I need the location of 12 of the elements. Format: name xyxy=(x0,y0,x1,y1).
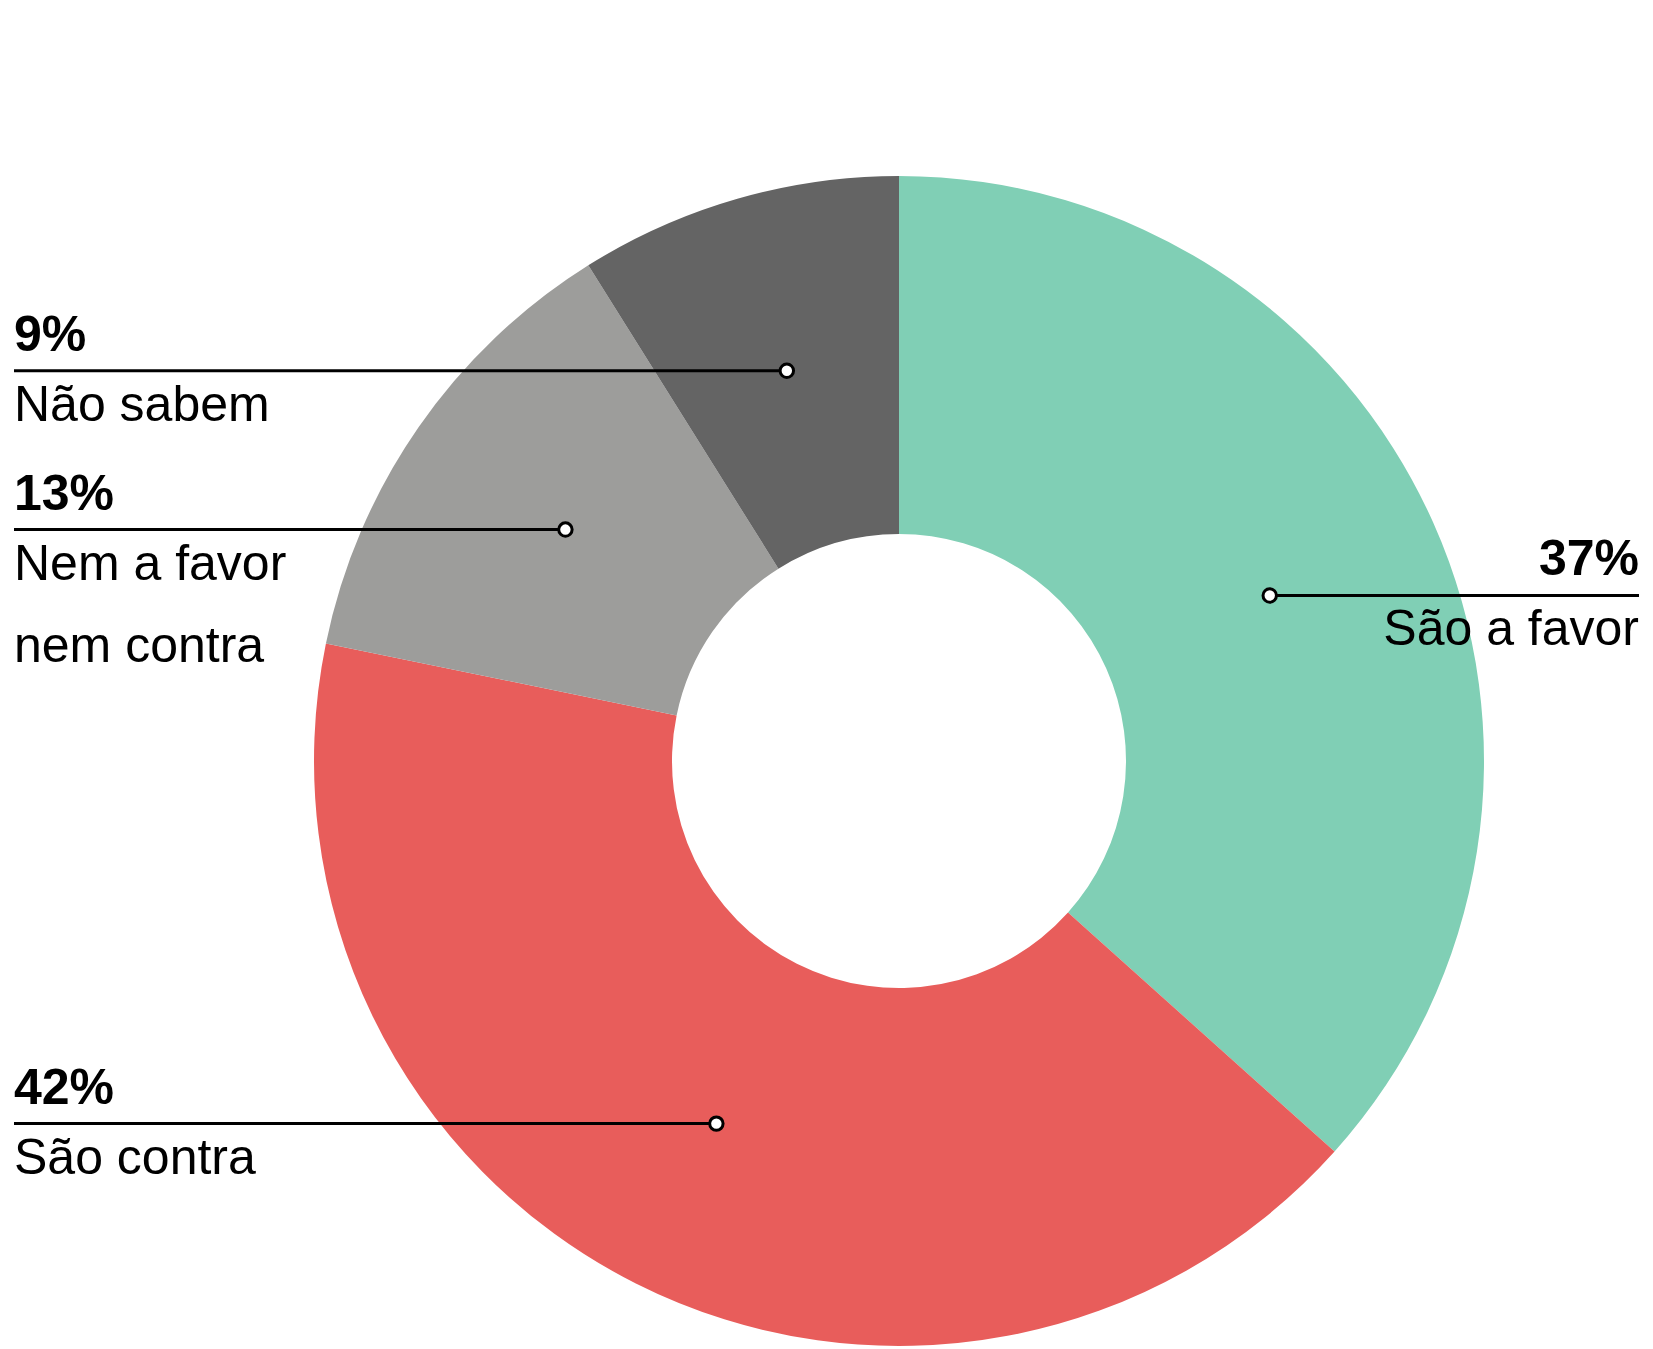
data-label: 37% xyxy=(1538,530,1639,587)
donut-slice xyxy=(588,176,899,569)
data-label: 9% xyxy=(14,305,87,362)
slice-label: São a favor xyxy=(1383,600,1639,657)
donut-slice xyxy=(325,265,779,716)
slice-label: Nem a favor nem contra xyxy=(14,534,287,673)
donut-slice xyxy=(314,643,1335,1346)
data-label: 13% xyxy=(14,464,115,521)
donut-slice xyxy=(899,176,1484,1152)
data-label: 42% xyxy=(14,1058,115,1115)
slice-label: Não sabem xyxy=(14,375,270,432)
slice-label: São contra xyxy=(14,1128,257,1185)
